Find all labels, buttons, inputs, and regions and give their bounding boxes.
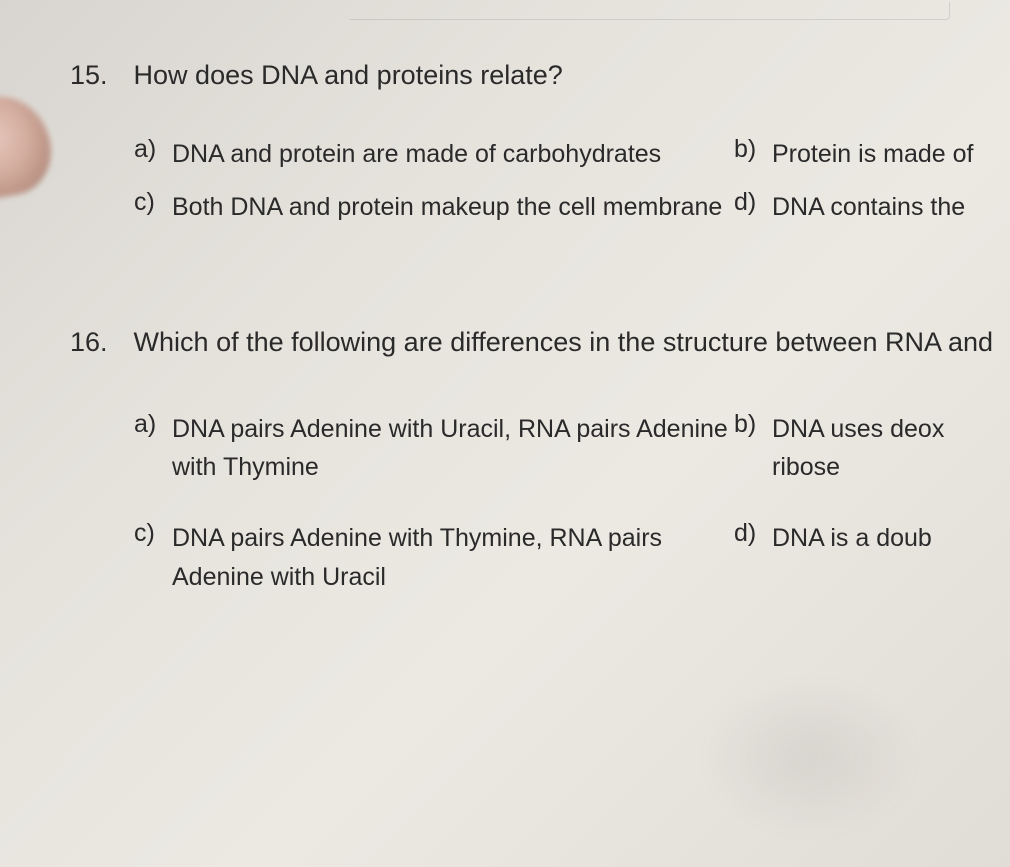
question-16: 16. Which of the following are differenc… — [70, 327, 1010, 597]
option-text-line2: ribose — [772, 453, 840, 481]
option-text: DNA pairs Adenine with Uracil, RNA pairs… — [172, 410, 734, 488]
option-row-ab: a) DNA pairs Adenine with Uracil, RNA pa… — [134, 410, 1010, 488]
option-15-d: d) DNA contains the — [734, 188, 1010, 227]
option-16-c: c) DNA pairs Adenine with Thymine, RNA p… — [134, 519, 734, 597]
option-text-line1: DNA uses deox — [772, 415, 944, 443]
option-row-cd: c) Both DNA and protein makeup the cell … — [134, 188, 1010, 227]
option-letter: d) — [734, 188, 762, 227]
option-15-c: c) Both DNA and protein makeup the cell … — [134, 188, 734, 227]
question-16-header: 16. Which of the following are differenc… — [70, 327, 1010, 358]
question-15-options: a) DNA and protein are made of carbohydr… — [134, 135, 1010, 227]
question-15: 15. How does DNA and proteins relate? a)… — [70, 60, 1010, 227]
option-letter: c) — [134, 188, 162, 227]
option-row-cd: c) DNA pairs Adenine with Thymine, RNA p… — [134, 519, 1010, 597]
option-row-ab: a) DNA and protein are made of carbohydr… — [134, 135, 1010, 174]
finger-blur — [0, 89, 58, 203]
question-16-text: Which of the following are differences i… — [134, 327, 993, 358]
option-text: DNA uses deox ribose — [772, 410, 944, 488]
option-16-a: a) DNA pairs Adenine with Uracil, RNA pa… — [134, 410, 734, 488]
option-letter: d) — [734, 519, 762, 597]
worksheet-page: 15. How does DNA and proteins relate? a)… — [0, 0, 1010, 867]
option-letter: a) — [134, 410, 162, 488]
question-15-number: 15. — [70, 60, 108, 91]
question-16-number: 16. — [70, 327, 108, 358]
option-text: DNA pairs Adenine with Thymine, RNA pair… — [172, 519, 734, 597]
option-15-b: b) Protein is made of — [734, 135, 1010, 174]
option-text: Both DNA and protein makeup the cell mem… — [172, 188, 722, 227]
option-text: DNA contains the — [772, 188, 965, 227]
option-letter: a) — [134, 135, 162, 174]
shadow-smudge — [700, 677, 920, 837]
option-letter: b) — [734, 135, 762, 174]
question-15-text: How does DNA and proteins relate? — [134, 60, 563, 91]
question-15-header: 15. How does DNA and proteins relate? — [70, 60, 1010, 91]
option-text: DNA and protein are made of carbohydrate… — [172, 135, 661, 174]
option-15-a: a) DNA and protein are made of carbohydr… — [134, 135, 734, 174]
question-16-options: a) DNA pairs Adenine with Uracil, RNA pa… — [134, 410, 1010, 597]
option-16-d: d) DNA is a doub — [734, 519, 1010, 597]
top-border-fragment — [350, 2, 950, 20]
option-16-b: b) DNA uses deox ribose — [734, 410, 1010, 488]
option-text: DNA is a doub — [772, 519, 932, 597]
option-letter: b) — [734, 410, 762, 488]
option-letter: c) — [134, 519, 162, 597]
option-text: Protein is made of — [772, 135, 974, 174]
